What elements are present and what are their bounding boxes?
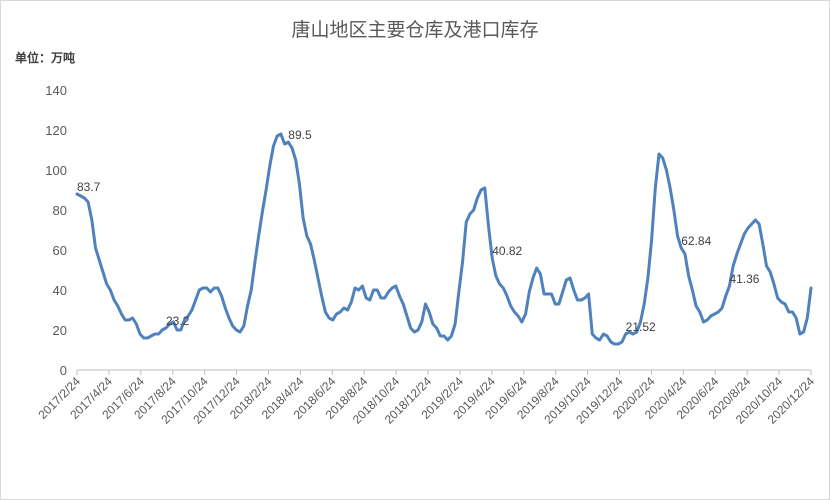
data-label: 83.7 [77, 180, 101, 194]
y-tick-label: 20 [53, 323, 67, 338]
y-tick-label: 80 [53, 203, 67, 218]
data-label: 41.36 [729, 272, 759, 286]
data-label: 62.84 [681, 234, 711, 248]
unit-label: 单位：万吨 [15, 51, 76, 65]
y-tick-label: 0 [60, 363, 67, 378]
y-tick-label: 60 [53, 243, 67, 258]
data-label: 89.5 [288, 128, 312, 142]
y-tick-label: 120 [45, 123, 67, 138]
y-tick-label: 140 [45, 83, 67, 98]
data-label: 40.82 [492, 244, 522, 258]
chart-title: 唐山地区主要仓库及港口库存 [291, 19, 539, 41]
y-tick-label: 40 [53, 283, 67, 298]
y-tick-label: 100 [45, 163, 67, 178]
data-label: 21.52 [626, 320, 656, 334]
series-line [75, 132, 813, 346]
data-label: 23.2 [166, 314, 190, 328]
